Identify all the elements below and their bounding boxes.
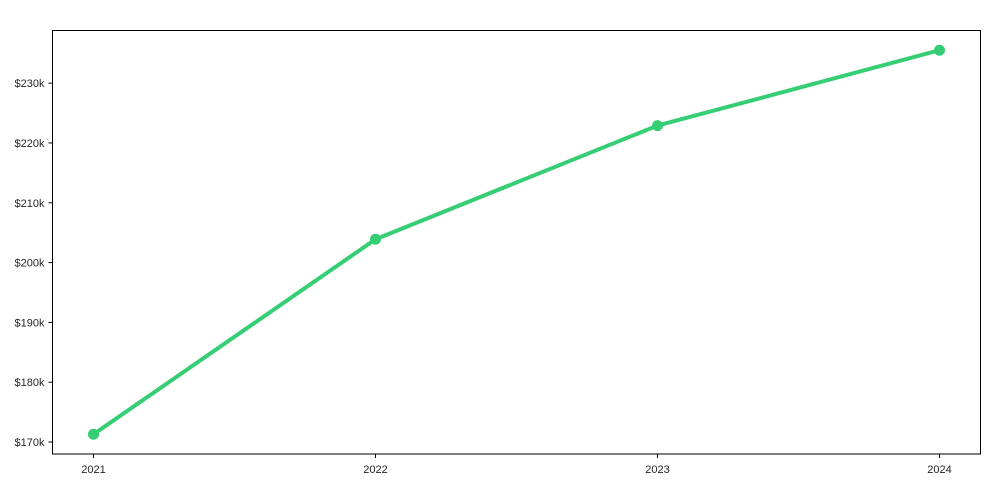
y-tick-label: $210k [15,198,45,210]
x-tick-label: 2024 [927,464,951,476]
x-tick-label: 2023 [645,464,669,476]
data-point-2021 [88,428,99,440]
x-tick-label: 2022 [363,464,387,476]
y-tick-label: $190k [15,317,45,329]
y-tick-label: $200k [15,258,45,270]
y-tick-label: $230k [15,78,45,90]
y-tick-label: $220k [15,138,45,150]
x-tick-label: 2021 [81,464,105,476]
plot-border [52,30,981,455]
data-point-2023 [652,120,663,132]
data-point-2024 [934,44,945,56]
trend-line [91,48,942,437]
data-point-2022 [370,233,381,245]
y-tick-label: $170k [15,437,45,449]
y-tick-label: $180k [15,377,45,389]
